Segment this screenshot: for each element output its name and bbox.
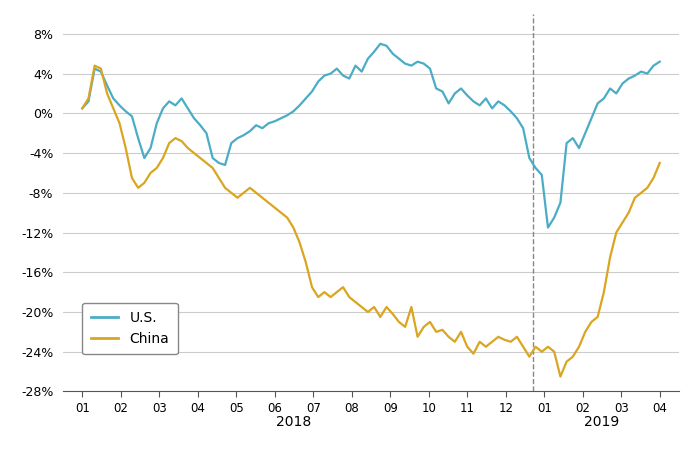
- Legend: U.S., China: U.S., China: [83, 303, 178, 354]
- U.S.: [655, 59, 664, 64]
- China: [308, 284, 316, 290]
- Text: 2018: 2018: [276, 415, 312, 429]
- China: [326, 295, 335, 300]
- U.S.: [78, 106, 87, 111]
- China: [655, 160, 664, 166]
- China: [78, 106, 87, 111]
- China: [183, 145, 192, 151]
- China: [432, 329, 440, 335]
- U.S.: [177, 96, 186, 101]
- China: [519, 344, 527, 350]
- U.S.: [227, 140, 235, 146]
- Line: China: China: [83, 66, 659, 377]
- China: [556, 374, 565, 379]
- U.S.: [302, 96, 310, 101]
- China: [90, 63, 99, 69]
- U.S.: [544, 225, 552, 230]
- U.S.: [320, 73, 328, 78]
- U.S.: [432, 86, 440, 91]
- U.S.: [376, 41, 384, 47]
- Text: 2019: 2019: [584, 415, 620, 429]
- China: [233, 195, 242, 200]
- U.S.: [519, 125, 527, 131]
- Line: U.S.: U.S.: [83, 44, 659, 227]
